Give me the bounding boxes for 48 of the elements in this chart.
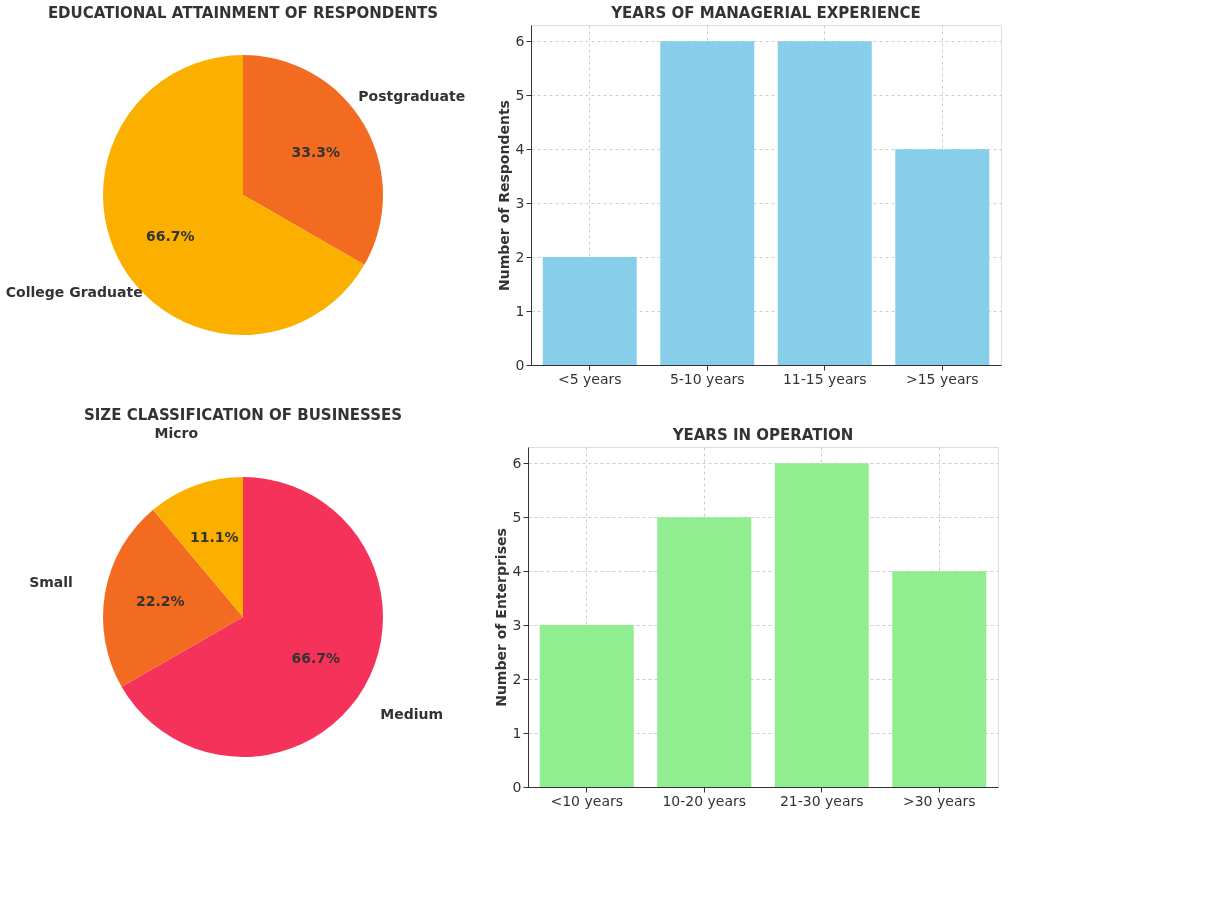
- data-label: 66.7%: [146, 228, 195, 245]
- bar: [774, 463, 869, 787]
- y-tick-label: 2: [512, 670, 522, 687]
- x-tick-label: 5-10 years: [669, 370, 745, 387]
- y-axis-title: Number of Respondents: [495, 100, 512, 291]
- y-tick-label: 1: [515, 302, 525, 319]
- x-tick-label: >15 years: [905, 370, 979, 387]
- bar: [777, 41, 872, 365]
- y-tick-label: 3: [512, 616, 522, 633]
- y-tick-label: 5: [512, 508, 522, 525]
- chart-title: YEARS IN OPERATION: [671, 426, 854, 444]
- chart-title: EDUCATIONAL ATTAINMENT OF RESPONDENTS: [47, 4, 439, 22]
- x-tick-label: 21-30 years: [779, 792, 864, 809]
- slice-label: Micro: [154, 424, 199, 441]
- x-tick-label: >30 years: [902, 792, 976, 809]
- bar: [660, 41, 755, 365]
- data-label: 66.7%: [291, 650, 340, 667]
- bar: [657, 517, 752, 787]
- y-tick-label: 4: [515, 140, 525, 157]
- slice-label: College Graduate: [5, 283, 143, 300]
- y-tick-label: 4: [512, 562, 522, 579]
- y-tick-label: 6: [512, 454, 522, 471]
- slice-label: Small: [29, 573, 73, 590]
- pie-slice: [103, 509, 243, 687]
- x-tick-label: 10-20 years: [662, 792, 747, 809]
- chart-title: SIZE CLASSIFICATION OF BUSINESSES: [83, 405, 403, 424]
- bar: [892, 571, 987, 787]
- pie-slice: [121, 477, 383, 757]
- y-tick-label: 0: [515, 356, 525, 373]
- bar: [539, 625, 634, 787]
- y-tick-label: 6: [515, 32, 525, 49]
- chart-title: YEARS OF MANAGERIAL EXPERIENCE: [610, 4, 921, 22]
- y-tick-label: 3: [515, 194, 525, 211]
- x-tick-label: 11-15 years: [782, 370, 867, 387]
- slice-label: Postgraduate: [358, 88, 466, 105]
- y-axis-title: Number of Enterprises: [492, 528, 509, 707]
- data-label: 22.2%: [136, 593, 185, 610]
- x-tick-label: <10 years: [550, 792, 624, 809]
- y-tick-label: 0: [512, 778, 522, 795]
- y-tick-label: 1: [512, 724, 522, 741]
- y-tick-label: 2: [515, 248, 525, 265]
- x-tick-label: <5 years: [557, 370, 622, 387]
- data-label: 33.3%: [291, 143, 340, 160]
- bar: [895, 149, 990, 365]
- data-label: 11.1%: [190, 529, 239, 546]
- bar: [542, 257, 637, 365]
- y-tick-label: 5: [515, 86, 525, 103]
- slice-label: Medium: [380, 705, 444, 722]
